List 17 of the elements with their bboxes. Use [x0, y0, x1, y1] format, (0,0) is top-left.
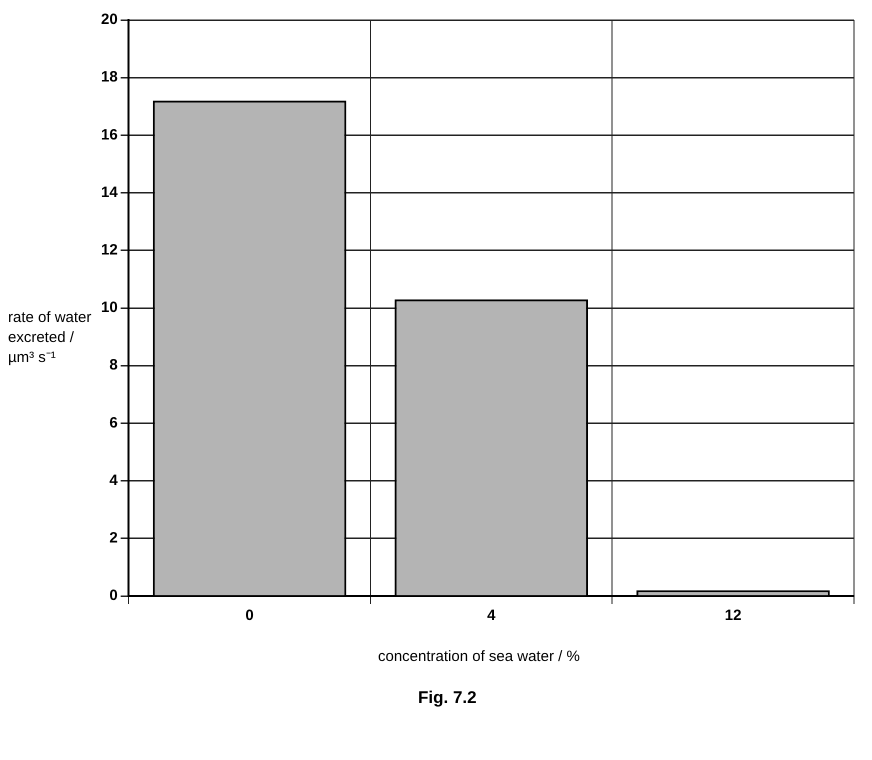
x-tick-label: 4	[487, 607, 496, 624]
caption: Fig. 7.2	[418, 688, 477, 708]
y-tick-label: 16	[100, 126, 118, 144]
y-tick-label: 12	[100, 242, 118, 259]
y-tick-label: 10	[100, 299, 118, 316]
x-axis-title: concentration of sea water / %	[378, 648, 580, 665]
y-tick-label: 8	[109, 356, 118, 374]
y-tick-label: 0	[109, 587, 118, 604]
x-tick-label: 0	[245, 607, 254, 624]
y-tick-label: 2	[109, 530, 118, 547]
y-tick-label: 14	[100, 184, 118, 201]
y-axis-title: rate of water excreted / µm³ s⁻¹	[8, 308, 92, 368]
y-tick-label: 4	[109, 472, 118, 489]
y-tick-label: 6	[109, 414, 118, 432]
x-tick-label: 12	[724, 607, 742, 624]
y-tick-label: 18	[100, 68, 118, 86]
y-tick-label: 20	[100, 11, 118, 28]
